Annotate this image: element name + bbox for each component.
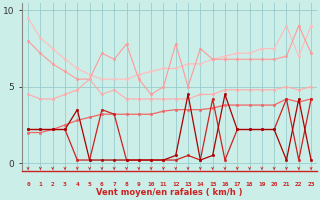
X-axis label: Vent moyen/en rafales ( km/h ): Vent moyen/en rafales ( km/h ) [96,188,243,197]
